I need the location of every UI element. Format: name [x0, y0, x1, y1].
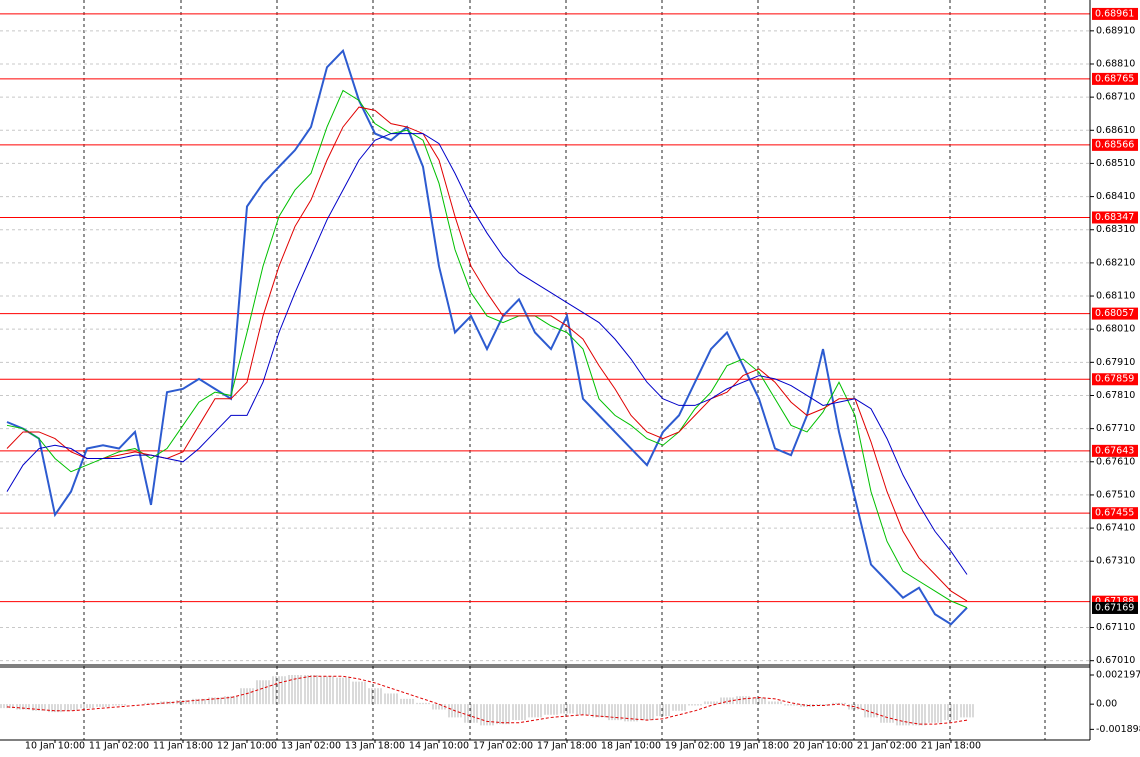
y-tick-label: 0.68010	[1096, 324, 1135, 335]
level-label: 0.67643	[1095, 445, 1134, 456]
y-tick-label: 0.67510	[1096, 489, 1135, 500]
x-tick-label: 13 Jan 18:00	[345, 741, 405, 752]
pane-frame	[0, 0, 1091, 741]
series-line	[6, 675, 968, 725]
y-tick-label: -0.001898	[1096, 724, 1140, 735]
level-label: 0.68566	[1095, 139, 1134, 150]
x-tick-label: 14 Jan 10:00	[409, 741, 469, 752]
y-tick-label: 0.67810	[1096, 390, 1135, 401]
level-label-box	[1092, 307, 1138, 320]
y-tick-label: 0.68410	[1096, 191, 1135, 202]
y-tick-label: 0.68610	[1096, 125, 1135, 136]
x-tick-label: 11 Jan 18:00	[153, 741, 213, 752]
x-tick-label: 19 Jan 18:00	[729, 741, 789, 752]
y-tick-label: 0.67010	[1096, 655, 1135, 666]
y-tick-label: 0.67610	[1096, 456, 1135, 467]
x-tick-label: 20 Jan 10:00	[793, 741, 853, 752]
y-tick-label: 0.00	[1096, 699, 1117, 710]
y-tick-label: 0.67910	[1096, 357, 1135, 368]
level-label: 0.68765	[1095, 73, 1134, 84]
y-tick-label: 0.68810	[1096, 58, 1135, 69]
level-label-box	[1092, 444, 1138, 457]
level-label: 0.68961	[1095, 8, 1134, 19]
x-tick-label: 21 Jan 02:00	[857, 741, 917, 752]
y-tick-label: 0.67710	[1096, 423, 1135, 434]
y-tick-label: 0.68910	[1096, 25, 1135, 36]
x-tick-label: 18 Jan 10:00	[601, 741, 661, 752]
series-line	[6, 89, 968, 609]
y-tick-label: 0.67310	[1096, 556, 1135, 567]
level-label-box	[1092, 373, 1138, 386]
y-tick-label: 0.68710	[1096, 92, 1135, 103]
level-label: 0.67859	[1095, 374, 1134, 385]
last-price-label: 0.67169	[1095, 602, 1134, 613]
x-tick-label: 19 Jan 02:00	[665, 741, 725, 752]
y-tick-label: 0.68210	[1096, 257, 1135, 268]
y-tick-label: 0.67410	[1096, 523, 1135, 534]
level-label: 0.67188	[1095, 596, 1134, 607]
y-tick-label: 0.68310	[1096, 224, 1135, 235]
x-tick-label: 17 Jan 18:00	[537, 741, 597, 752]
level-label: 0.67455	[1095, 508, 1134, 519]
x-tick-label: 11 Jan 02:00	[89, 741, 149, 752]
x-tick-label: 21 Jan 18:00	[921, 741, 981, 752]
level-label: 0.68347	[1095, 212, 1134, 223]
last-price-box	[1092, 601, 1138, 614]
y-tick-label: 0.67110	[1096, 622, 1135, 633]
x-tick-label: 13 Jan 02:00	[281, 741, 341, 752]
plot-layer: 0.68910 0.68810 0.68710 0.68610 0.68510 0.684…	[0, 7, 1140, 752]
series-line	[6, 133, 968, 575]
y-tick-label: 0.68110	[1096, 291, 1135, 302]
x-tick-label: 12 Jan 10:00	[217, 741, 277, 752]
level-label-box	[1092, 72, 1138, 85]
x-tick-label: 10 Jan 10:00	[25, 741, 85, 752]
level-label-box	[1092, 138, 1138, 151]
y-tick-label: 0.68510	[1096, 158, 1135, 169]
level-label-box	[1092, 507, 1138, 520]
x-tick-label: 17 Jan 02:00	[473, 741, 533, 752]
y-tick-label: 0.002197	[1096, 670, 1140, 681]
level-label-box	[1092, 7, 1138, 20]
level-label-box	[1092, 211, 1138, 224]
level-label: 0.68057	[1095, 308, 1134, 319]
